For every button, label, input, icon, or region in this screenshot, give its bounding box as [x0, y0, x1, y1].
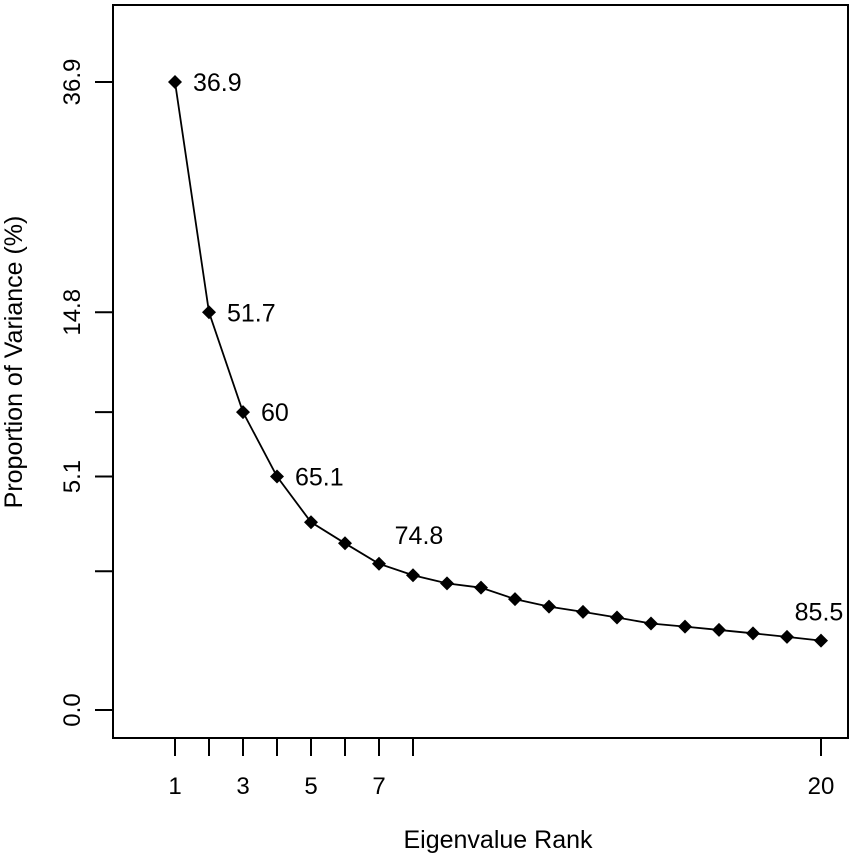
x-axis: 1 3 5 7 20 [168, 738, 834, 800]
data-point-marker [474, 580, 488, 595]
data-point-marker [440, 576, 454, 591]
data-label: 65.1 [295, 464, 344, 492]
x-tick-label: 20 [808, 773, 835, 800]
x-axis-title: Eigenvalue Rank [403, 826, 593, 854]
data-point-marker [814, 633, 828, 648]
data-label: 36.9 [193, 69, 242, 97]
data-point-marker [678, 619, 692, 634]
data-point-marker [304, 515, 318, 530]
annotation-layer: 36.9 51.7 60 65.1 74.8 85.5 [193, 69, 843, 627]
data-point-marker [508, 592, 522, 607]
data-label: 74.8 [395, 522, 444, 550]
data-label: 60 [261, 399, 289, 427]
y-tick-label: 0.0 [59, 693, 86, 726]
data-point-marker [610, 610, 624, 625]
x-tick-label: 3 [236, 773, 249, 800]
data-point-marker [780, 629, 794, 644]
data-point-marker [270, 469, 284, 484]
series-line [174, 81, 822, 642]
data-point-marker [236, 405, 250, 420]
y-tick-label: 36.9 [59, 59, 86, 106]
data-point-marker [644, 616, 658, 631]
x-tick-label: 5 [304, 773, 317, 800]
x-tick-label: 1 [168, 773, 181, 800]
x-tick-label: 7 [372, 773, 385, 800]
plot-frame [112, 4, 849, 739]
series-layer [168, 75, 828, 648]
y-tick-label: 5.1 [59, 460, 86, 493]
data-point-marker [576, 604, 590, 619]
data-point-marker [406, 568, 420, 583]
data-label: 85.5 [795, 599, 844, 627]
y-tick-label: 14.8 [59, 289, 86, 336]
data-point-marker [712, 622, 726, 637]
data-point-marker [338, 536, 352, 551]
y-axis-title: Proportion of Variance (%) [0, 216, 28, 509]
data-label: 51.7 [227, 299, 276, 327]
y-axis: 0.0 5.1 14.8 36.9 [59, 59, 113, 727]
data-point-marker [542, 599, 556, 614]
data-point-marker [202, 305, 216, 320]
data-point-marker [168, 75, 182, 89]
data-point-marker [746, 626, 760, 641]
data-point-marker [372, 556, 386, 571]
